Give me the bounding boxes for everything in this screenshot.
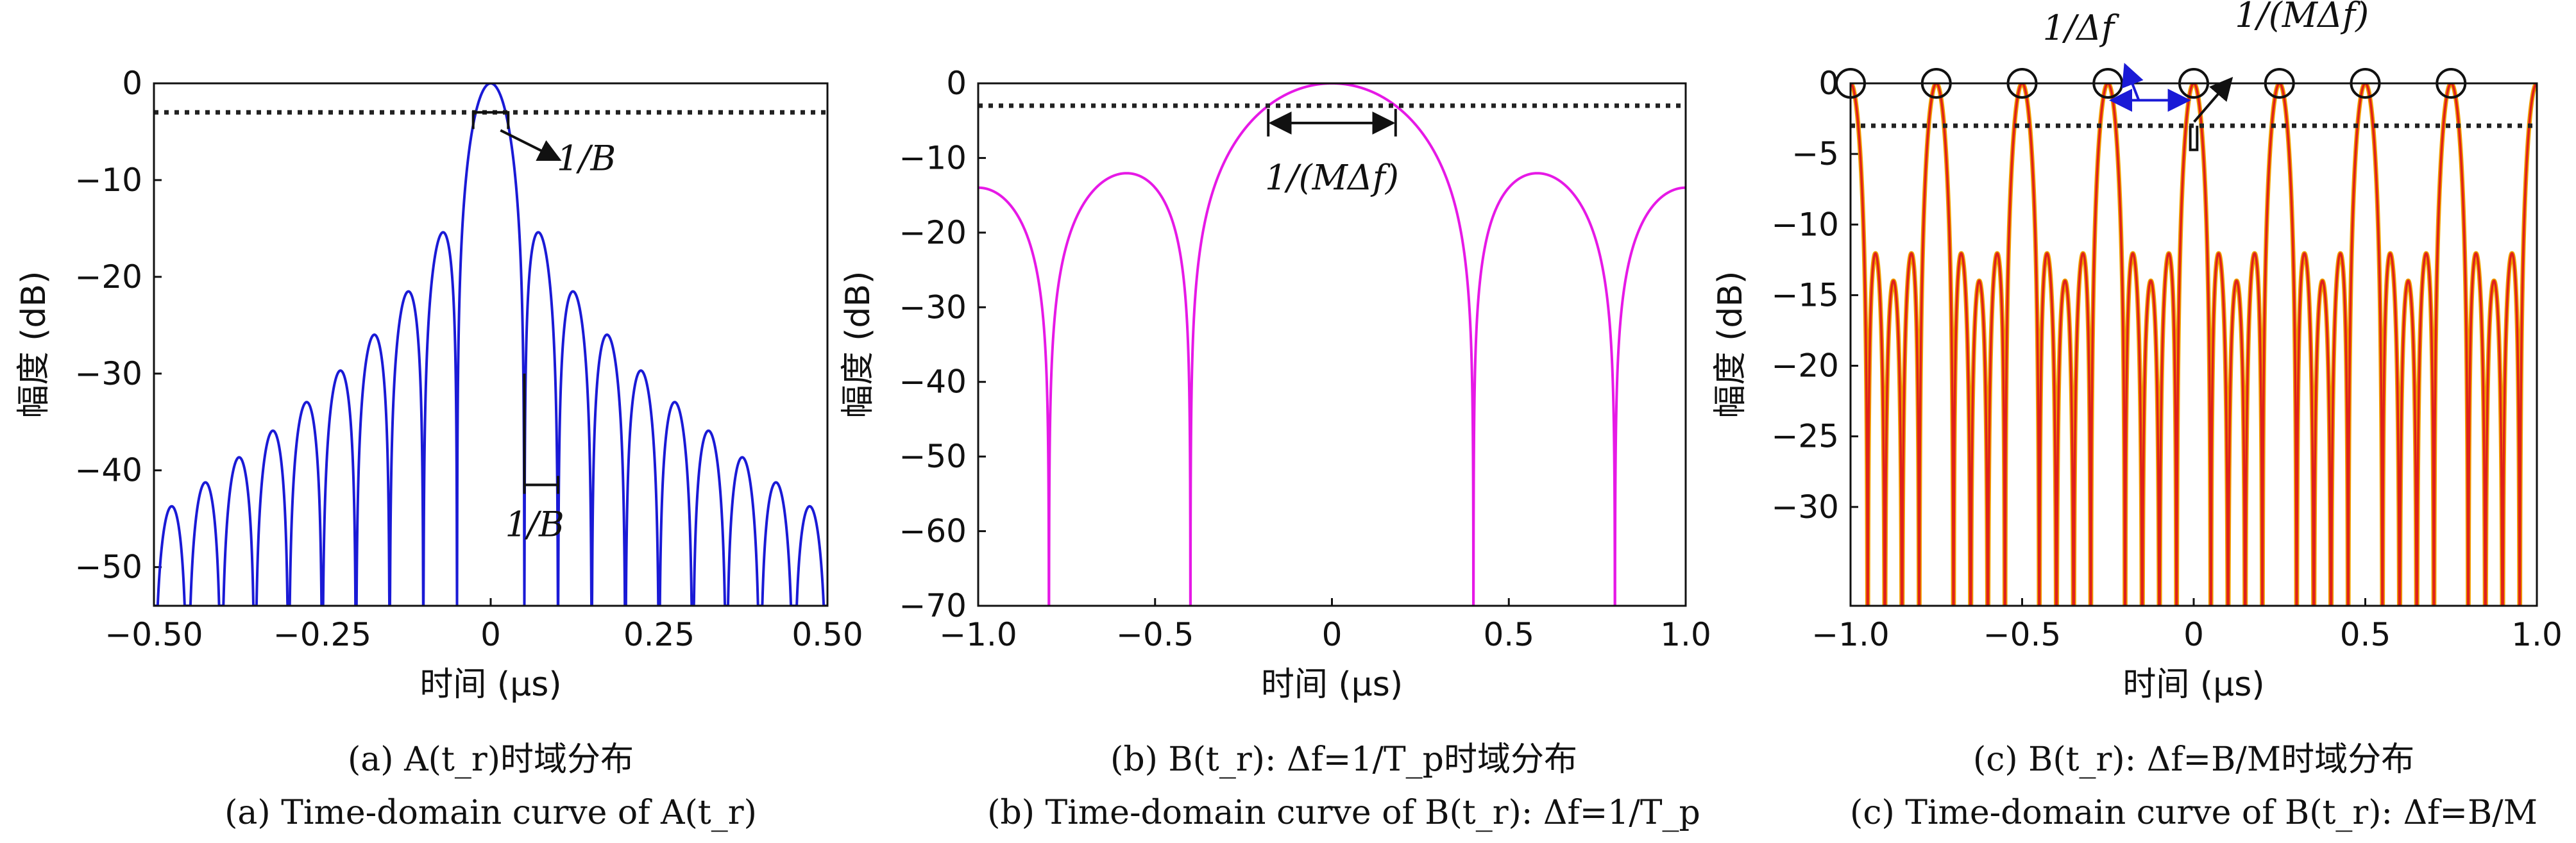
x-axis-label-b: 时间 (μs): [1261, 665, 1403, 704]
x-tick-label: −1.0: [1811, 616, 1889, 653]
y-tick-label: −20: [74, 258, 142, 296]
x-axis-label-a: 时间 (μs): [419, 665, 561, 704]
peak-marker: [1835, 68, 1866, 99]
peak-marker: [2436, 68, 2467, 99]
y-tick-label: −20: [899, 214, 967, 251]
series-line-a: [154, 83, 827, 606]
peak-marker: [2264, 68, 2295, 99]
x-tick-label: −0.25: [273, 616, 371, 653]
annotation-period-c: 1/Δf: [2043, 8, 2191, 112]
x-tick-label: 0.5: [2340, 616, 2391, 653]
peak-marker: [2350, 68, 2381, 99]
y-tick-label: −40: [899, 363, 967, 401]
caption-cn-a: (a) A(t_r)时域分布: [348, 740, 634, 779]
annotation-label-a2: 1/B: [505, 504, 564, 544]
x-tick-label: −0.5: [1983, 616, 2061, 653]
x-tick-label: 0.25: [623, 616, 695, 653]
y-axis-label-b: 幅度 (dB): [839, 271, 877, 419]
chart-panel-a: −0.50 −0.25 0 0.25 0.500−10−20−30−40−50 1/B …: [15, 65, 863, 832]
axis-ticks-b: −1.0 −0.5 0 0.5 1.0 0 −10 −20 −30 −40 −50 −60 −70: [899, 65, 1711, 653]
y-tick-label: −70: [899, 587, 967, 624]
y-tick-label: 0: [122, 65, 142, 102]
x-tick-label: −0.50: [105, 616, 203, 653]
annotation-label-a1: 1/B: [557, 138, 616, 179]
x-tick-label: 0.50: [792, 616, 863, 653]
series-line-b: [978, 83, 1686, 606]
peak-marker: [2006, 68, 2038, 99]
y-tick-label: −40: [74, 452, 142, 489]
y-tick-label: −60: [899, 513, 967, 550]
y-tick-label: −20: [1771, 347, 1839, 385]
x-tick-label: −1.0: [939, 616, 1017, 653]
axis-ticks-c: −1.0 −0.5 0 0.5 1.00−5−10−15−20−25−30: [1771, 65, 2562, 653]
y-tick-label: −10: [74, 162, 142, 199]
caption-en-b: (b) Time-domain curve of B(t_r): Δf=1/T_…: [987, 794, 1700, 832]
y-tick-label: −50: [74, 549, 142, 586]
y-tick-label: −30: [899, 288, 967, 326]
caption-en-a: (a) Time-domain curve of A(t_r): [225, 794, 757, 832]
y-tick-label: −15: [1771, 276, 1839, 313]
caption-cn-c: (c) B(t_r): Δf=B/M时域分布: [1973, 740, 2414, 779]
y-tick-label: −50: [899, 438, 967, 475]
y-tick-label: −10: [899, 139, 967, 176]
chart-panel-b: −1.0 −0.5 0 0.5 1.0 0 −10 −20 −30 −40 −50 −60 −70 1/…: [839, 65, 1711, 832]
annotation-label-c1: 1/Δf: [2043, 8, 2120, 48]
axis-ticks-a: −0.50 −0.25 0 0.25 0.50 0 −10 −20 −30 −40 −50: [74, 65, 863, 653]
x-tick-label: −0.5: [1116, 616, 1194, 653]
x-tick-label: 0: [1322, 616, 1343, 653]
annotation-label-c2: 1/(MΔf): [2235, 0, 2369, 35]
y-tick-label: −30: [1771, 488, 1839, 526]
peak-marker: [1920, 68, 1952, 99]
y-tick-label: 0: [946, 65, 967, 102]
x-tick-label: 1.0: [2511, 616, 2563, 653]
x-axis-label-c: 时间 (μs): [2123, 665, 2264, 704]
caption-en-c: (c) Time-domain curve of B(t_r): Δf=B/M: [1850, 794, 2538, 832]
y-axis-label-c: 幅度 (dB): [1711, 271, 1750, 419]
plot-frame-a: [153, 82, 829, 607]
y-tick-label: −10: [1771, 206, 1839, 243]
plot-frame-c: [1849, 82, 2538, 607]
x-tick-label: 0: [480, 616, 501, 653]
caption-cn-b: (b) B(t_r): Δf=1/T_p时域分布: [1110, 740, 1577, 779]
annotation-main-lobe-width: 1/B: [471, 111, 616, 179]
annotation-main-lobe-width-c: 1/(MΔf): [2189, 0, 2369, 151]
annotation-sidelobe-spacing: 1/B: [505, 373, 564, 544]
x-tick-label: 0.5: [1483, 616, 1534, 653]
x-tick-label: 1.0: [1660, 616, 1711, 653]
peak-marker: [2178, 68, 2209, 99]
annotation-label-b1: 1/(MΔf): [1265, 158, 1399, 198]
chart-panel-c: −1.0 −0.5 0 0.5 1.00−5−10−15−20−25−30 1/Δf 1…: [1711, 0, 2563, 832]
plot-frame-b: [977, 82, 1687, 607]
y-tick-label: −5: [1792, 135, 1839, 172]
y-axis-label-a: 幅度 (dB): [15, 271, 53, 419]
series-line-c: [1851, 83, 2537, 606]
y-tick-label: −25: [1771, 418, 1839, 455]
y-tick-label: −30: [74, 355, 142, 392]
annotation-main-lobe-width-b: 1/(MΔf): [1265, 108, 1399, 198]
x-tick-label: 0: [2183, 616, 2204, 653]
